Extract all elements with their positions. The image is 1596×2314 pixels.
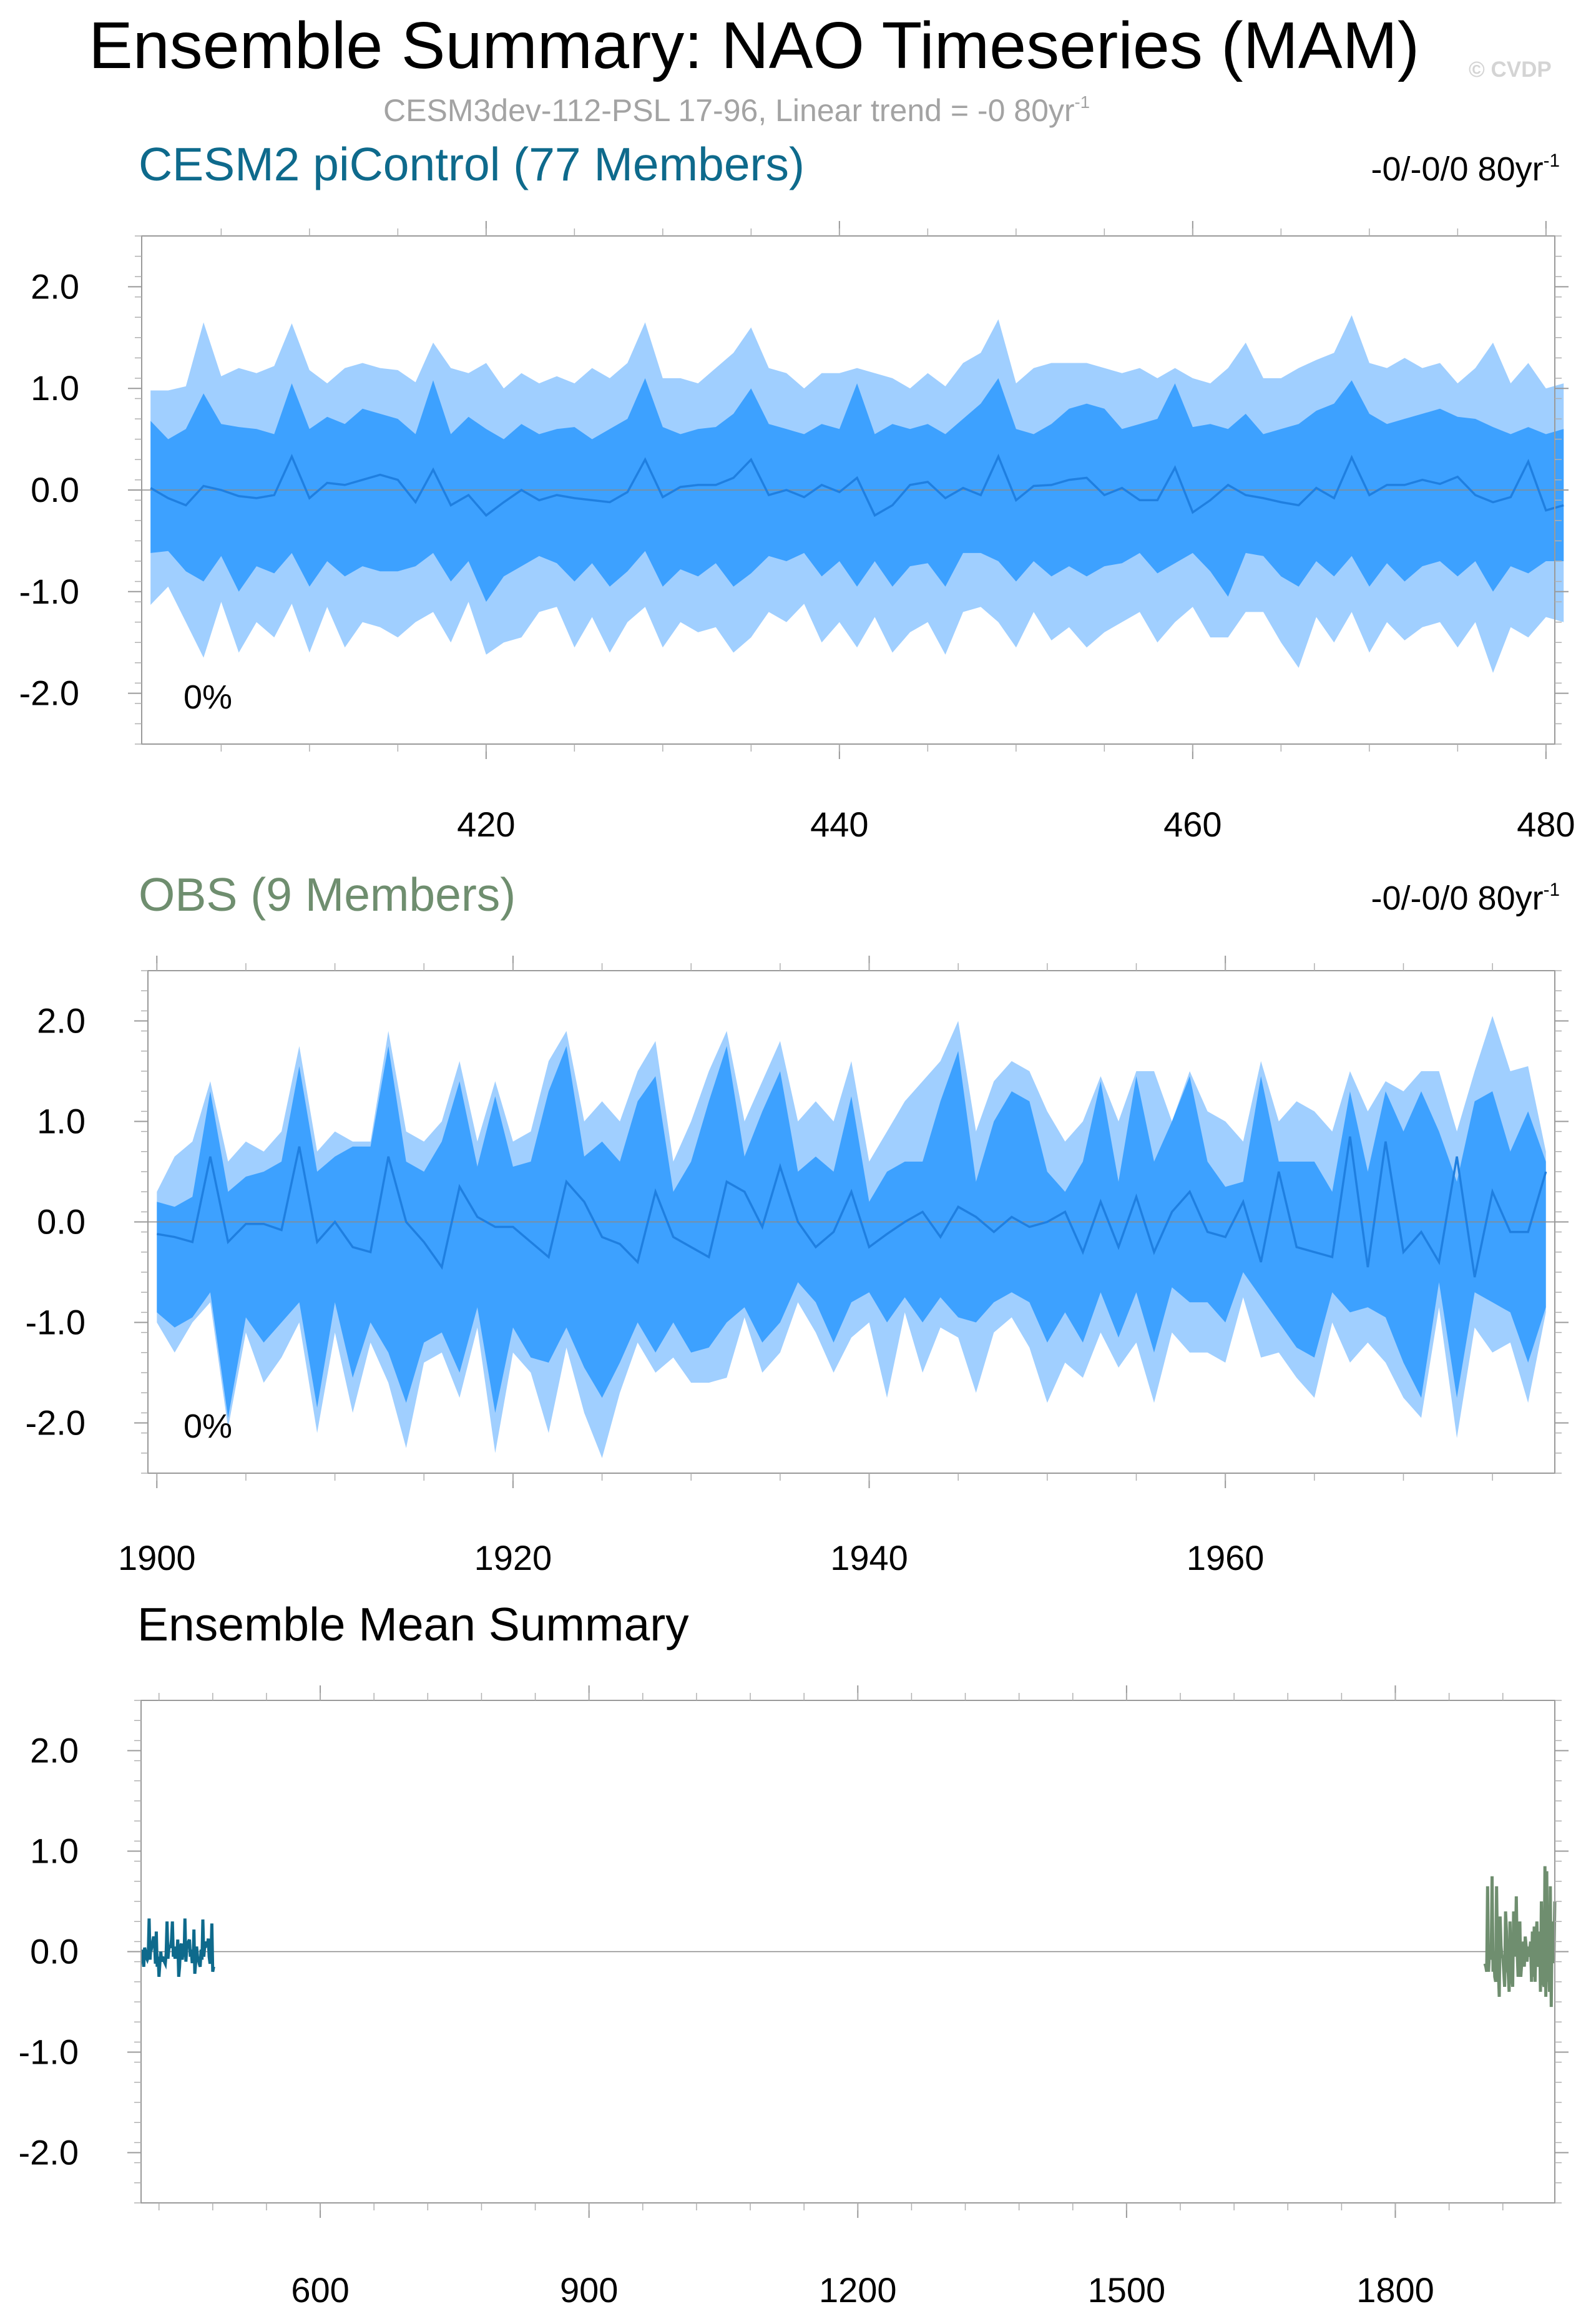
pct-annotation-cesm2: 0% [184, 679, 233, 716]
x-tick-label: 440 [810, 805, 868, 844]
y-tick-label: 0.0 [31, 470, 79, 509]
ensemble-mean-line-0 [150, 453, 1564, 517]
x-tick-label: 420 [457, 805, 515, 844]
x-tick-label: 600 [291, 2270, 349, 2310]
x-tick-label: 1900 [118, 1538, 196, 1577]
summary-line-cesm2-picontrol [140, 1918, 215, 1978]
trend-cesm2: -0/-0/0 80yr-1 [1371, 150, 1560, 188]
trend-cesm2-sup: -1 [1543, 150, 1560, 171]
y-tick-label: 1.0 [30, 1831, 79, 1871]
y-tick-label: -1.0 [19, 2032, 79, 2072]
main-title: Ensemble Summary: NAO Timeseries (MAM) [89, 9, 1420, 82]
subtitle: CESM3dev-112-PSL 17-96, Linear trend = -… [383, 92, 1090, 128]
y-tick-label: -2.0 [19, 2133, 79, 2172]
x-tick-label: 1800 [1356, 2270, 1434, 2310]
x-tick-label: 1500 [1088, 2270, 1166, 2310]
trend-cesm2-text: -0/-0/0 80yr [1371, 150, 1544, 188]
y-tick-label: 0.0 [37, 1202, 86, 1242]
panel-obs: -2.0 -1.0 0.0 1.0 2.0 1900 1920 1940 1960 [26, 956, 1569, 1577]
pct-annotation-obs: 0% [184, 1408, 233, 1445]
x-tick-label: 1920 [474, 1538, 552, 1577]
y-tick-label: 1.0 [31, 368, 79, 408]
summary-line-obs [1483, 1866, 1557, 2008]
x-tick-label: 460 [1163, 805, 1221, 844]
panel-cesm2: -2.0 -1.0 0.0 1.0 2.0 420 440 460 480 [19, 221, 1575, 844]
x-tick-label: 1940 [830, 1538, 908, 1577]
panel-title-ensemble-mean: Ensemble Mean Summary [137, 1598, 689, 1650]
x-tick-label: 1960 [1187, 1538, 1265, 1577]
panel-title-obs: OBS (9 Members) [139, 868, 516, 921]
trend-obs-text: -0/-0/0 80yr [1371, 880, 1544, 917]
x-tick-label: 480 [1517, 805, 1575, 844]
subtitle-sup: -1 [1074, 92, 1090, 112]
x-tick-label: 900 [560, 2270, 618, 2310]
y-tick-label: -2.0 [26, 1403, 86, 1443]
y-tick-label: -2.0 [19, 674, 80, 713]
panel-title-cesm2: CESM2 piControl (77 Members) [139, 138, 805, 190]
y-tick-label: 1.0 [37, 1102, 86, 1141]
y-tick-label: -1.0 [19, 572, 80, 611]
subtitle-text: CESM3dev-112-PSL 17-96, Linear trend = -… [383, 93, 1075, 128]
trend-obs: -0/-0/0 80yr-1 [1371, 879, 1560, 917]
y-tick-label: 0.0 [30, 1932, 79, 1971]
y-tick-label: -1.0 [26, 1303, 86, 1342]
panel-ensemble-mean: -2.0 -1.0 0.0 1.0 2.0 600 900 1200 1500 1800 [19, 1685, 1569, 2310]
ensemble-mean-line-0 [157, 1136, 1547, 1278]
x-tick-label: 1200 [819, 2270, 897, 2310]
spread-band-1 [157, 1046, 1546, 1418]
y-tick-label: 2.0 [30, 1731, 79, 1770]
watermark: © CVDP [1469, 57, 1552, 82]
y-tick-label: 2.0 [37, 1001, 86, 1041]
y-tick-label: 2.0 [31, 267, 79, 306]
trend-obs-sup: -1 [1543, 879, 1560, 900]
